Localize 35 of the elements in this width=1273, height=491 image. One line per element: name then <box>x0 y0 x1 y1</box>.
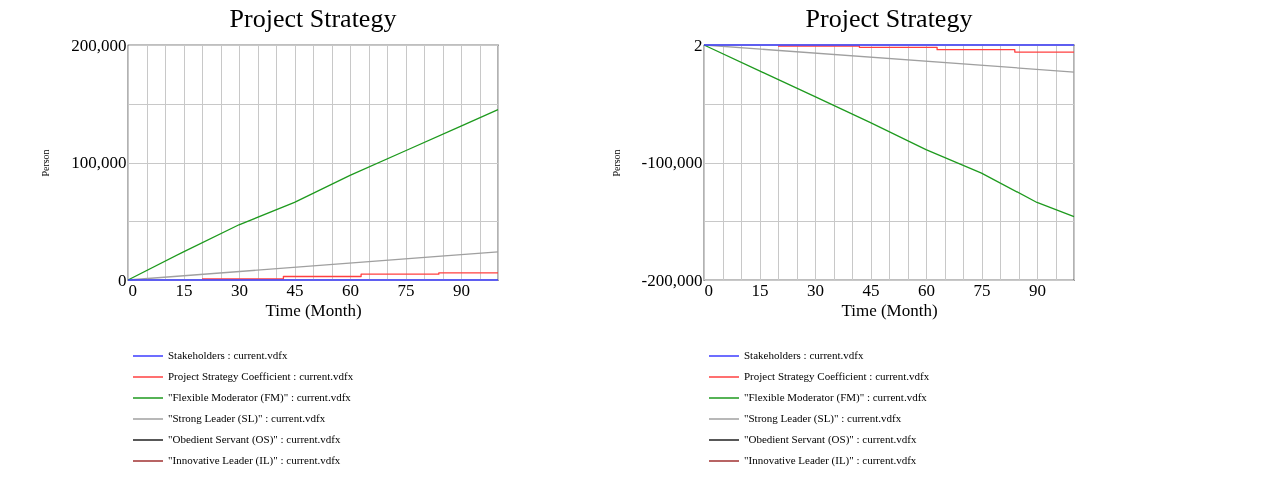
y-tick-label: -200,000 <box>641 270 703 290</box>
x-tick-label: 30 <box>231 280 248 300</box>
legend-label: "Strong Leader (SL)" : current.vdfx <box>744 412 902 425</box>
x-tick-label: 15 <box>175 280 193 300</box>
x-tick-label: 45 <box>286 280 304 300</box>
y-tick-label: 200,000 <box>71 35 127 55</box>
legend-label: Stakeholders : current.vdfx <box>168 349 288 361</box>
y-axis-title: Person <box>40 149 52 177</box>
x-axis-title: Time (Month) <box>841 300 938 320</box>
legend-label: "Innovative Leader (IL)" : current.vdfx <box>168 454 341 467</box>
legend-label: "Flexible Moderator (FM)" : current.vdfx <box>168 391 352 404</box>
x-tick-label: 75 <box>973 280 991 300</box>
legend-label: "Innovative Leader (IL)" : current.vdfx <box>744 454 917 467</box>
y-axis-title: Person <box>610 149 622 177</box>
x-tick-label: 45 <box>862 280 880 300</box>
legend-label: "Strong Leader (SL)" : current.vdfx <box>168 412 326 425</box>
legend-label: Project Strategy Coefficient : current.vdfx <box>168 370 354 382</box>
legend-label: Project Strategy Coefficient : current.vdfx <box>744 370 930 382</box>
legend-label: "Obedient Servant (OS)" : current.vdfx <box>744 433 917 446</box>
x-axis-title: Time (Month) <box>265 300 362 320</box>
x-tick-label: 60 <box>918 280 935 300</box>
chart-title: Project Strategy <box>229 4 397 33</box>
x-tick-label: 15 <box>751 280 769 300</box>
x-tick-label: 30 <box>807 280 824 300</box>
x-tick-label: 75 <box>397 280 415 300</box>
chart-title: Project Strategy <box>805 4 973 33</box>
x-tick-label: 90 <box>1029 280 1046 300</box>
y-tick-label: 100,000 <box>71 153 127 172</box>
x-tick-label: 90 <box>453 280 470 300</box>
y-tick-label: -100,000 <box>641 153 703 172</box>
x-tick-label: 60 <box>342 280 359 300</box>
y-tick-label: 2 <box>694 35 703 55</box>
legend-label: Stakeholders : current.vdfx <box>744 349 864 361</box>
legend-label: "Obedient Servant (OS)" : current.vdfx <box>168 433 341 446</box>
legend-label: "Flexible Moderator (FM)" : current.vdfx <box>744 391 928 404</box>
